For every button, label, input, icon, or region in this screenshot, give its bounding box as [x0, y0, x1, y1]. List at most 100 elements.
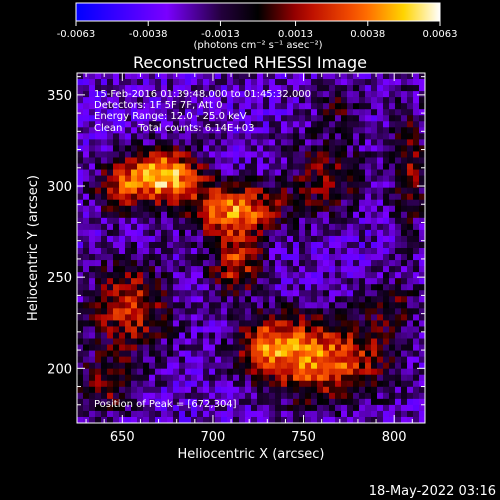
heatmap-cell: [263, 241, 270, 249]
heatmap-cell: [83, 356, 90, 364]
heatmap-cell: [113, 350, 120, 358]
heatmap-cell: [377, 127, 384, 134]
heatmap-cell: [347, 145, 354, 152]
heatmap-cell: [341, 115, 348, 122]
heatmap-cell: [95, 187, 102, 195]
heatmap-cell: [257, 193, 264, 201]
heatmap-cell: [353, 356, 360, 364]
heatmap-cell: [245, 151, 252, 158]
heatmap-cell: [251, 193, 258, 201]
heatmap-cell: [113, 392, 120, 400]
heatmap-cell: [311, 416, 318, 424]
heatmap-cell: [287, 338, 294, 345]
heatmap-cell: [419, 79, 426, 86]
heatmap-cell: [77, 175, 84, 183]
heatmap-cell: [335, 386, 342, 394]
heatmap-cell: [407, 320, 414, 327]
heatmap-cell: [413, 115, 420, 122]
heatmap-cell: [107, 169, 114, 176]
heatmap-cell: [251, 368, 258, 376]
heatmap-cell: [185, 235, 192, 243]
heatmap-cell: [173, 290, 180, 297]
heatmap-cell: [155, 338, 162, 345]
heatmap-cell: [323, 380, 330, 388]
heatmap-cell: [149, 386, 156, 394]
heatmap-cell: [227, 79, 234, 86]
heatmap-cell: [305, 302, 312, 309]
heatmap-cell: [233, 332, 240, 339]
heatmap-cell: [107, 133, 114, 140]
heatmap-cell: [275, 266, 282, 273]
heatmap-cell: [371, 175, 378, 183]
heatmap-cell: [185, 266, 192, 273]
heatmap-cell: [101, 97, 108, 104]
heatmap-cell: [191, 302, 198, 309]
heatmap-cell: [341, 374, 348, 382]
heatmap-cell: [113, 380, 120, 388]
heatmap-cell: [293, 97, 300, 104]
heatmap-cell: [401, 187, 408, 195]
heatmap-cell: [191, 223, 198, 231]
heatmap-cell: [203, 181, 210, 189]
heatmap-cell: [359, 248, 366, 255]
heatmap-cell: [281, 241, 288, 249]
heatmap-cell: [239, 145, 246, 152]
heatmap-cell: [395, 260, 402, 267]
heatmap-cell: [95, 169, 102, 176]
heatmap-cell: [209, 332, 216, 339]
heatmap-cell: [155, 320, 162, 327]
heatmap-cell: [239, 338, 246, 345]
heatmap-cell: [341, 145, 348, 152]
heatmap-cell: [335, 404, 342, 412]
heatmap-cell: [203, 356, 210, 364]
heatmap-cell: [413, 157, 420, 164]
heatmap-cell: [311, 187, 318, 195]
heatmap-cell: [155, 217, 162, 225]
heatmap-cell: [113, 217, 120, 225]
heatmap-cell: [215, 350, 222, 358]
heatmap-cell: [413, 91, 420, 98]
heatmap-cell: [287, 91, 294, 98]
heatmap-cell: [371, 85, 378, 92]
heatmap-cell: [389, 97, 396, 104]
heatmap-cell: [263, 115, 270, 122]
heatmap-cell: [191, 127, 198, 134]
heatmap-cell: [329, 181, 336, 189]
heatmap-cell: [263, 302, 270, 309]
heatmap-cell: [341, 235, 348, 243]
heatmap-cell: [137, 169, 144, 176]
heatmap-cell: [167, 356, 174, 364]
heatmap-cell: [293, 260, 300, 267]
heatmap-cell: [233, 109, 240, 116]
heatmap-cell: [311, 241, 318, 249]
heatmap-cell: [305, 296, 312, 303]
heatmap-cell: [383, 187, 390, 195]
heatmap-cell: [203, 73, 210, 80]
heatmap-cell: [119, 368, 126, 376]
heatmap-cell: [347, 290, 354, 297]
heatmap-cell: [263, 374, 270, 382]
heatmap-cell: [185, 296, 192, 303]
heatmap-cell: [359, 332, 366, 339]
heatmap-cell: [389, 91, 396, 98]
heatmap-cell: [263, 223, 270, 231]
heatmap-cell: [353, 169, 360, 176]
heatmap-cell: [239, 109, 246, 116]
heatmap-cell: [83, 199, 90, 207]
heatmap-cell: [107, 398, 114, 406]
heatmap-cell: [335, 229, 342, 237]
heatmap-cell: [89, 278, 96, 285]
heatmap-cell: [251, 404, 258, 412]
heatmap-cell: [383, 332, 390, 339]
heatmap-cell: [257, 254, 264, 261]
heatmap-cell: [323, 211, 330, 219]
heatmap-cell: [359, 127, 366, 134]
heatmap-cell: [407, 199, 414, 207]
heatmap-cell: [383, 145, 390, 152]
heatmap-cell: [371, 79, 378, 86]
heatmap-cell: [389, 109, 396, 116]
heatmap-cell: [335, 235, 342, 243]
heatmap-cell: [83, 308, 90, 315]
heatmap-cell: [197, 217, 204, 225]
heatmap-cell: [269, 398, 276, 406]
